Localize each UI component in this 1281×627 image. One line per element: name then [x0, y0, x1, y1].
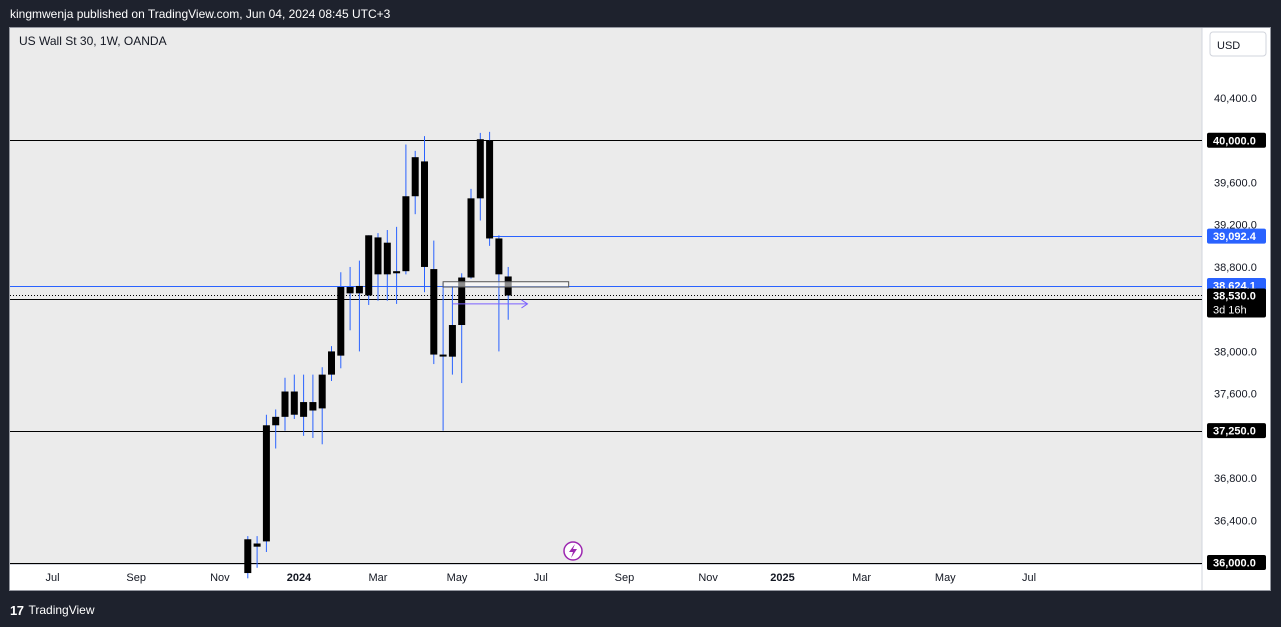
x-tick-label: Jul — [1022, 572, 1036, 584]
x-tick-label: Mar — [852, 572, 871, 584]
x-tick-label: May — [447, 572, 468, 584]
y-tick-label: 36,800.0 — [1214, 473, 1257, 485]
candle-body — [383, 242, 391, 275]
x-tick-label: 2025 — [770, 572, 794, 584]
candle-body — [467, 198, 475, 278]
x-tick-label: Mar — [369, 572, 388, 584]
candle-body — [393, 271, 401, 274]
candle-body — [411, 157, 419, 197]
candle-body — [365, 235, 373, 296]
plot-area[interactable] — [10, 28, 1202, 564]
x-tick-label: Sep — [126, 572, 146, 584]
candle-body — [328, 351, 335, 375]
brand-name[interactable]: TradingView — [28, 603, 95, 617]
candle-body — [486, 140, 494, 239]
y-tick-label: 38,000.0 — [1214, 346, 1257, 358]
x-tick-label: Nov — [210, 572, 230, 584]
time-axis[interactable] — [10, 564, 1270, 590]
currency-label: USD — [1217, 40, 1240, 52]
level-badge — [1207, 228, 1266, 244]
candle-body — [495, 238, 503, 275]
footer: 17 TradingView — [10, 599, 95, 621]
x-tick-label: 2024 — [287, 572, 312, 584]
candle-body — [309, 402, 317, 411]
candle-body — [374, 237, 382, 275]
candle-body — [318, 374, 326, 409]
grid-layer — [10, 28, 1203, 590]
publisher-header: kingmwenja published on TradingView.com,… — [0, 0, 1281, 27]
candle-body — [300, 402, 308, 417]
candle-body — [337, 287, 345, 356]
candles — [244, 131, 512, 579]
y-tick-label: 37,600.0 — [1214, 389, 1257, 401]
level-badge — [1207, 423, 1266, 439]
candle-body — [430, 269, 438, 355]
y-tick-label: 36,400.0 — [1214, 515, 1257, 527]
x-tick-label: Jul — [534, 572, 548, 584]
level-badge — [1207, 132, 1266, 148]
level-badge-label: 39,092.4 — [1213, 231, 1257, 243]
x-tick-label: Nov — [698, 572, 718, 584]
y-tick-label: 40,400.0 — [1214, 93, 1257, 105]
y-tick-label: 38,800.0 — [1214, 262, 1257, 274]
y-axis-labels: 36,400.0 36,800.0 37,600.0 38,000.0 38,800.0… — [1207, 93, 1266, 570]
tradingview-logo-icon: 17 — [10, 602, 24, 618]
candle-body — [272, 416, 280, 426]
candle-body — [458, 277, 466, 326]
drawings — [442, 281, 570, 309]
candle-body — [355, 285, 363, 294]
candle-body — [402, 196, 410, 272]
candle-body — [439, 354, 447, 357]
x-tick-label: Jul — [45, 572, 59, 584]
x-axis-labels: Jul Sep Nov 2024 Mar May Jul Sep Nov 2025 Mar May Ju… — [45, 572, 1036, 584]
horizontal-levels — [10, 140, 1202, 564]
level-badge-label: 40,000.0 — [1213, 135, 1256, 147]
candle-body — [346, 287, 354, 294]
candle-body — [253, 543, 261, 547]
candle-body — [448, 325, 456, 357]
projection-arrow-head — [521, 299, 529, 309]
candle-body — [421, 161, 428, 267]
symbol-label: US Wall St 30, 1W, OANDA — [19, 34, 167, 48]
candle-body — [244, 539, 252, 574]
zone-rectangle — [442, 281, 570, 288]
published-text: kingmwenja published on TradingView.com,… — [10, 7, 391, 21]
candle-body — [476, 139, 484, 199]
y-tick-label: 39,600.0 — [1214, 178, 1257, 190]
current-price-badge — [1207, 288, 1266, 318]
x-tick-label: May — [935, 572, 956, 584]
candle-body — [262, 425, 270, 542]
candle-body — [290, 391, 298, 415]
currency-button[interactable]: USD — [1209, 31, 1267, 57]
countdown-label: 3d 16h — [1213, 304, 1247, 316]
level-badge-label: 37,250.0 — [1213, 426, 1256, 438]
level-badge — [1207, 555, 1266, 570]
x-tick-label: Sep — [615, 572, 635, 584]
lightning-icon[interactable] — [563, 541, 583, 561]
current-price-label: 38,530.0 — [1213, 290, 1256, 302]
level-badge-label: 36,000.0 — [1213, 558, 1256, 570]
candle-body — [281, 391, 289, 417]
